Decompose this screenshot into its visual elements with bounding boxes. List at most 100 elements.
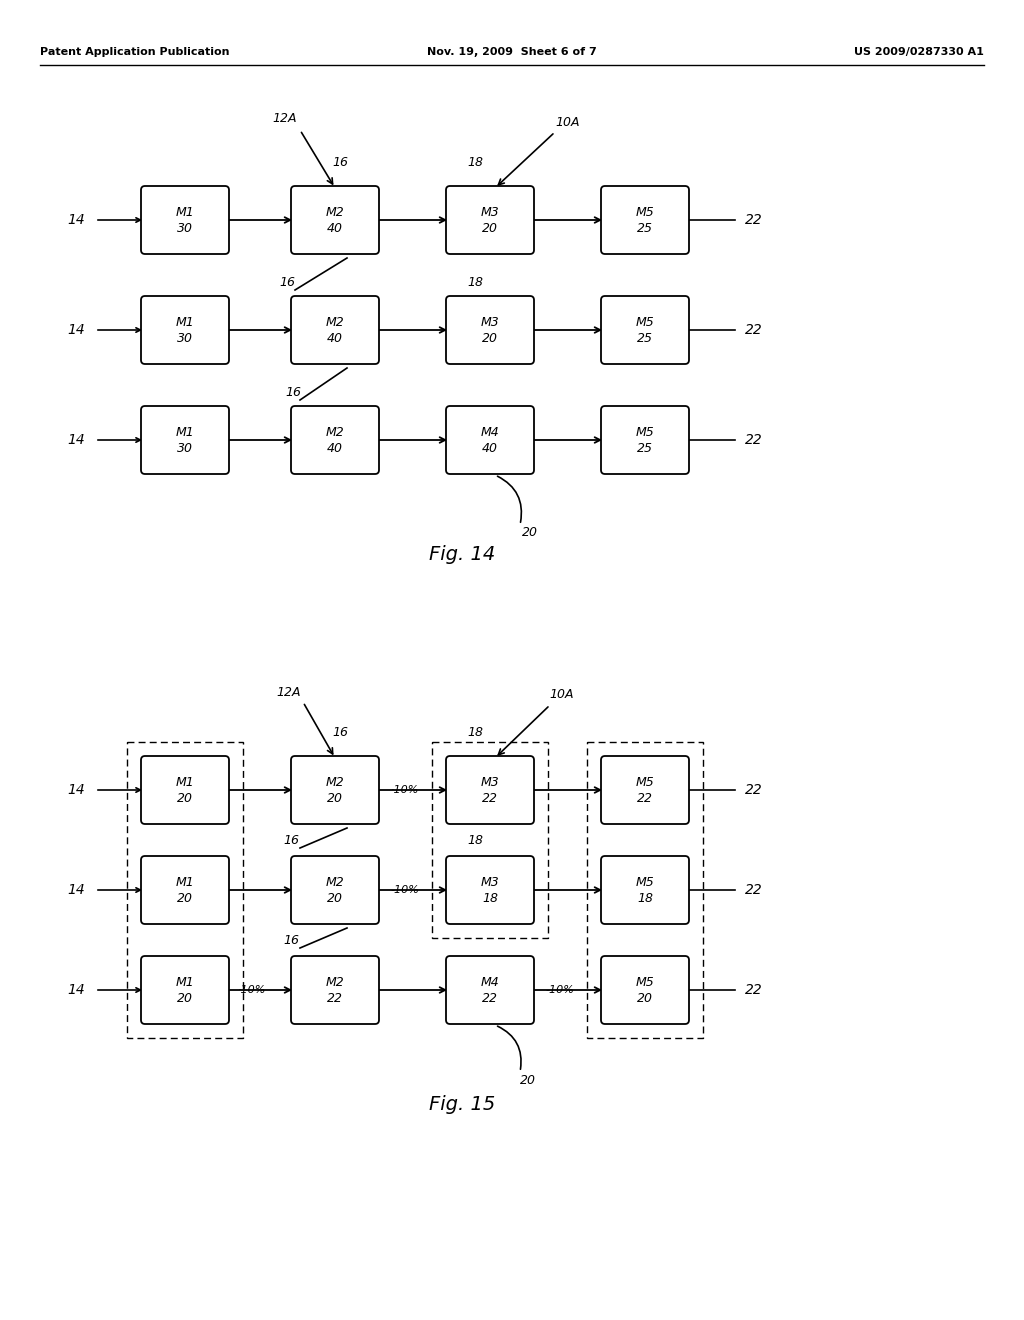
Text: M2: M2: [326, 426, 344, 440]
Bar: [127, 742, 243, 1038]
FancyBboxPatch shape: [291, 855, 379, 924]
Bar: [432, 742, 548, 939]
Text: 22: 22: [745, 213, 763, 227]
FancyBboxPatch shape: [601, 186, 689, 253]
Text: M5: M5: [636, 206, 654, 219]
Text: 20: 20: [177, 892, 193, 906]
FancyBboxPatch shape: [291, 296, 379, 364]
Text: US 2009/0287330 A1: US 2009/0287330 A1: [854, 48, 984, 57]
Text: 25: 25: [637, 442, 653, 455]
Text: 25: 25: [637, 333, 653, 346]
Text: Fig. 14: Fig. 14: [429, 545, 496, 565]
Text: 25: 25: [637, 223, 653, 235]
FancyBboxPatch shape: [446, 756, 534, 824]
FancyBboxPatch shape: [291, 186, 379, 253]
Text: M1: M1: [176, 977, 195, 990]
Text: M1: M1: [176, 317, 195, 330]
Bar: [587, 742, 703, 1038]
Text: 22: 22: [745, 883, 763, 898]
FancyBboxPatch shape: [601, 756, 689, 824]
Text: 30: 30: [177, 442, 193, 455]
FancyBboxPatch shape: [601, 407, 689, 474]
Text: M3: M3: [480, 317, 500, 330]
FancyBboxPatch shape: [141, 407, 229, 474]
Text: 14: 14: [68, 983, 85, 997]
Text: 18: 18: [467, 726, 483, 738]
Text: 20: 20: [520, 1073, 536, 1086]
Text: M2: M2: [326, 206, 344, 219]
Text: 12A: 12A: [272, 111, 297, 124]
Text: 14: 14: [68, 783, 85, 797]
FancyBboxPatch shape: [446, 407, 534, 474]
Text: 10A: 10A: [556, 116, 581, 128]
Text: M5: M5: [636, 426, 654, 440]
Text: 16: 16: [332, 726, 348, 738]
Text: 14: 14: [68, 323, 85, 337]
Text: M5: M5: [636, 776, 654, 789]
Text: 18: 18: [637, 892, 653, 906]
Text: 20: 20: [327, 792, 343, 805]
Text: M4: M4: [480, 426, 500, 440]
Text: 16: 16: [279, 276, 295, 289]
Text: Patent Application Publication: Patent Application Publication: [40, 48, 229, 57]
FancyBboxPatch shape: [291, 956, 379, 1024]
Text: 20: 20: [177, 792, 193, 805]
Text: 12A: 12A: [276, 685, 301, 698]
FancyBboxPatch shape: [601, 855, 689, 924]
Text: 18: 18: [467, 833, 483, 846]
Text: M5: M5: [636, 317, 654, 330]
Text: 16: 16: [283, 933, 299, 946]
FancyBboxPatch shape: [446, 855, 534, 924]
Text: 14: 14: [68, 213, 85, 227]
Text: 20: 20: [177, 993, 193, 1006]
FancyBboxPatch shape: [291, 756, 379, 824]
FancyBboxPatch shape: [601, 956, 689, 1024]
Text: 20: 20: [637, 993, 653, 1006]
FancyBboxPatch shape: [446, 956, 534, 1024]
Text: M4: M4: [480, 977, 500, 990]
Text: 40: 40: [327, 223, 343, 235]
Text: M3: M3: [480, 206, 500, 219]
Text: M3: M3: [480, 876, 500, 890]
Text: 22: 22: [745, 433, 763, 447]
FancyBboxPatch shape: [446, 186, 534, 253]
Text: Nov. 19, 2009  Sheet 6 of 7: Nov. 19, 2009 Sheet 6 of 7: [427, 48, 597, 57]
Text: 14: 14: [68, 883, 85, 898]
FancyBboxPatch shape: [141, 756, 229, 824]
Text: 30: 30: [177, 223, 193, 235]
Text: 20: 20: [522, 525, 538, 539]
Text: M3: M3: [480, 776, 500, 789]
Text: 10A: 10A: [550, 689, 574, 701]
Text: -10%: -10%: [390, 884, 419, 895]
Text: 22: 22: [745, 323, 763, 337]
Text: M2: M2: [326, 317, 344, 330]
Text: Fig. 15: Fig. 15: [429, 1096, 496, 1114]
Text: 40: 40: [327, 442, 343, 455]
Text: 18: 18: [467, 276, 483, 289]
Text: M2: M2: [326, 977, 344, 990]
Text: ·10%: ·10%: [390, 785, 419, 795]
Text: M1: M1: [176, 206, 195, 219]
Text: M1: M1: [176, 426, 195, 440]
Text: 16: 16: [285, 385, 301, 399]
Text: 22: 22: [745, 983, 763, 997]
Text: 14: 14: [68, 433, 85, 447]
Text: 18: 18: [467, 156, 483, 169]
Text: -10%: -10%: [545, 985, 573, 995]
Text: M2: M2: [326, 876, 344, 890]
Text: 20: 20: [482, 333, 498, 346]
FancyBboxPatch shape: [141, 296, 229, 364]
FancyBboxPatch shape: [141, 956, 229, 1024]
Text: 22: 22: [327, 993, 343, 1006]
Text: M1: M1: [176, 776, 195, 789]
Text: ·10%: ·10%: [238, 985, 266, 995]
Text: M2: M2: [326, 776, 344, 789]
FancyBboxPatch shape: [141, 855, 229, 924]
Text: M1: M1: [176, 876, 195, 890]
FancyBboxPatch shape: [291, 407, 379, 474]
Text: 16: 16: [283, 833, 299, 846]
Text: 40: 40: [327, 333, 343, 346]
Text: 22: 22: [745, 783, 763, 797]
Text: 20: 20: [482, 223, 498, 235]
Text: 22: 22: [482, 792, 498, 805]
